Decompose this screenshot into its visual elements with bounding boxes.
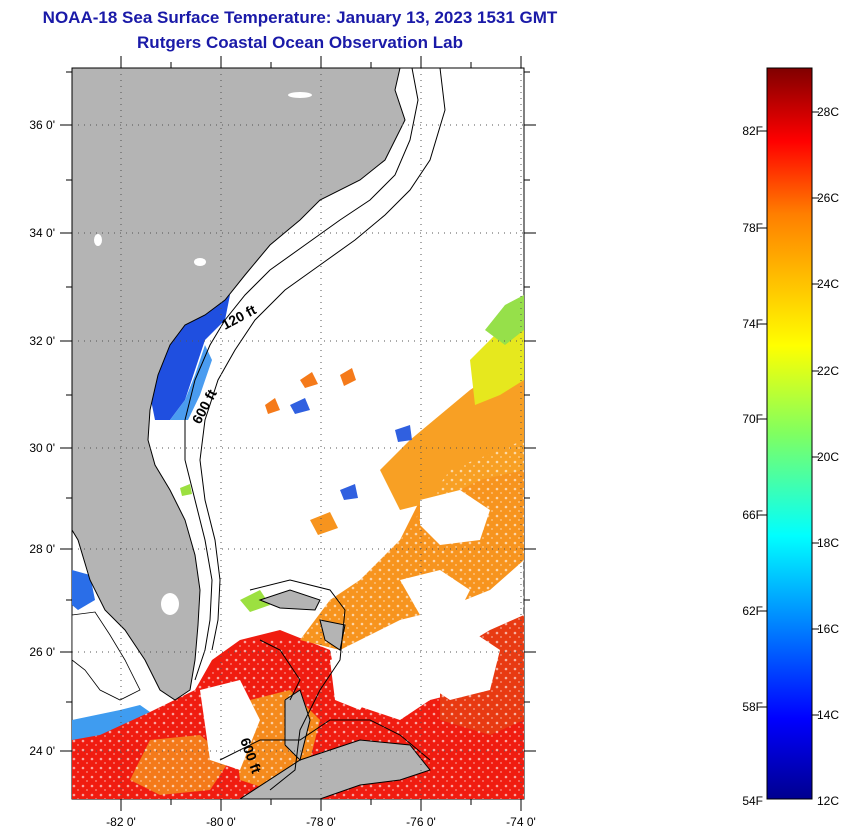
colorbar-c-label: 28C xyxy=(817,105,839,119)
lat-label: 28 0' xyxy=(29,542,55,556)
sst-speck-4 xyxy=(290,398,310,414)
colorbar-c-label: 22C xyxy=(817,364,839,378)
colorbar-f-label: 62F xyxy=(742,604,763,618)
contour-600ft xyxy=(199,68,446,651)
map-ticks xyxy=(60,56,536,811)
sst-speck-8 xyxy=(240,590,270,612)
chart-title: NOAA-18 Sea Surface Temperature: January… xyxy=(42,8,558,27)
lat-label: 36 0' xyxy=(29,118,55,132)
lat-label: 26 0' xyxy=(29,645,55,659)
sst-speck-1 xyxy=(300,372,318,388)
colorbar-ticks xyxy=(760,111,819,716)
lat-labels: 36 0' 34 0' 32 0' 30 0' 28 0' 26 0' 24 0… xyxy=(29,118,55,758)
land-bahamas-2 xyxy=(258,589,321,611)
lon-label: -76 0' xyxy=(406,815,436,829)
colorbar-c-label: 12C xyxy=(817,794,839,808)
lon-label: -74 0' xyxy=(506,815,536,829)
colorbar-f-label: 58F xyxy=(742,700,763,714)
sst-speck-5 xyxy=(395,425,412,442)
chart-subtitle: Rutgers Coastal Ocean Observation Lab xyxy=(137,33,463,52)
sst-green-fringe xyxy=(485,295,524,345)
colorbar-c-label: 14C xyxy=(817,708,839,722)
sst-cold-gulf-south xyxy=(72,705,150,740)
colorbar xyxy=(766,67,813,800)
cloud-1 xyxy=(420,490,490,545)
colorbar-c-label: 20C xyxy=(817,450,839,464)
contour-cuba xyxy=(219,719,431,761)
colorbar-c-label: 26C xyxy=(817,191,839,205)
lat-label: 24 0' xyxy=(29,744,55,758)
lat-label: 34 0' xyxy=(29,226,55,240)
lat-label: 30 0' xyxy=(29,441,55,455)
land-florida-gulfcoast-water xyxy=(72,611,141,701)
sst-speck-2 xyxy=(340,368,356,386)
sst-speck-9 xyxy=(180,484,192,496)
colorbar-f-label: 66F xyxy=(742,508,763,522)
sst-cold-coastal xyxy=(150,295,230,420)
colorbar-f-label: 74F xyxy=(742,317,763,331)
lon-labels: -82 0' -80 0' -78 0' -76 0' -74 0' xyxy=(106,815,536,829)
cloud-5 xyxy=(330,650,380,710)
lon-label: -78 0' xyxy=(306,815,336,829)
sst-speckle xyxy=(72,440,524,799)
sst-speck-3 xyxy=(265,398,280,414)
colorbar-c-label: 18C xyxy=(817,536,839,550)
lat-label: 32 0' xyxy=(29,334,55,348)
cloud-3 xyxy=(420,630,500,700)
cloud-2 xyxy=(400,570,470,620)
sst-speck-6 xyxy=(340,484,358,500)
land-cuba xyxy=(239,739,431,799)
colorbar-c-label: 24C xyxy=(817,277,839,291)
colorbar-f-label: 82F xyxy=(742,124,763,138)
colorbar-f-labels: 82F 78F 74F 70F 66F 62F 58F 54F xyxy=(742,124,763,808)
lake-3 xyxy=(94,234,102,246)
lake-okeechobee xyxy=(161,593,179,615)
sst-speck-7 xyxy=(310,512,338,535)
colorbar-f-label: 54F xyxy=(742,794,763,808)
lake-2 xyxy=(194,258,206,266)
land-bahamas-1 xyxy=(284,689,311,761)
colorbar-c-labels: 28C 26C 24C 22C 20C 18C 16C 14C 12C xyxy=(817,105,839,808)
land-mainland xyxy=(72,68,406,701)
colorbar-f-label: 70F xyxy=(742,412,763,426)
sst-cold-gulf xyxy=(72,570,95,610)
contour-120ft xyxy=(184,68,419,681)
colorbar-f-label: 78F xyxy=(742,221,763,235)
lake-1 xyxy=(288,92,312,98)
contour-bahamas xyxy=(249,579,346,791)
land-bahamas-3 xyxy=(319,619,346,651)
lon-label: -82 0' xyxy=(106,815,136,829)
map-content xyxy=(72,68,524,799)
colorbar-c-label: 16C xyxy=(817,622,839,636)
lon-label: -80 0' xyxy=(206,815,236,829)
